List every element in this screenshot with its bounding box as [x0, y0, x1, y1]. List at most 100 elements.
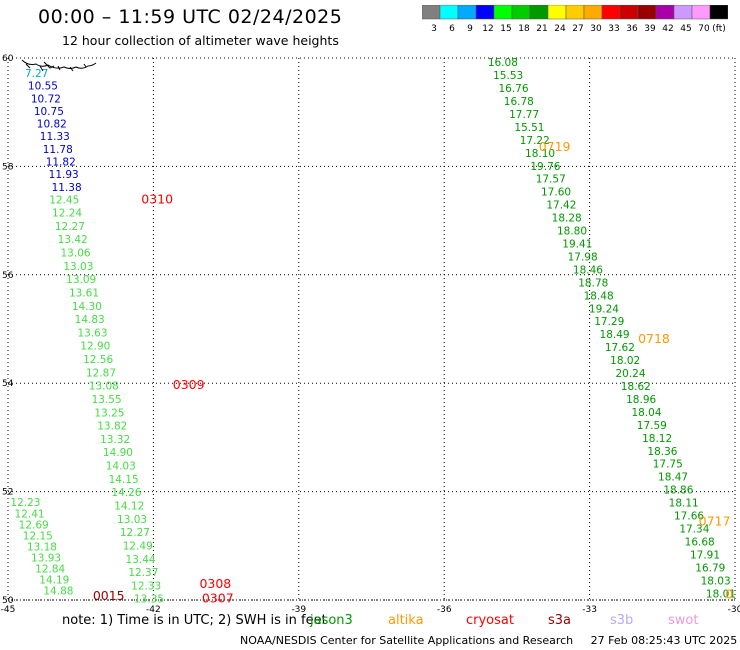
satellite-s3a: s3a [548, 613, 572, 628]
wave-height-value: 18.96 [626, 394, 656, 406]
satellite-cryosat: cryosat [466, 613, 514, 628]
wave-height-value: 13.82 [97, 421, 127, 433]
wave-height-value: 19.41 [562, 239, 592, 251]
time-label: 0310 [141, 191, 173, 206]
wave-height-value: 16.79 [695, 562, 725, 574]
wave-height-value: 18.78 [578, 277, 608, 289]
time-label: 0719 [539, 139, 571, 154]
wave-height-value: 14.30 [72, 301, 102, 313]
wave-height-value: 13.08 [89, 381, 119, 393]
wave-height-value: 18.36 [647, 446, 677, 458]
page-title: 00:00 – 11:59 UTC 02/24/2025 [38, 6, 343, 28]
wave-height-value: 13.63 [77, 327, 107, 339]
lon-tick-label: -39 [291, 605, 306, 615]
footnote: note: 1) Time is in UTC; 2) SWH is in fe… [62, 613, 327, 628]
wave-height-value: 18.80 [557, 226, 587, 238]
time-label: 0308 [199, 576, 231, 591]
wave-height-value: 17.57 [536, 174, 566, 186]
legend-label: 36 [626, 24, 638, 33]
wave-height-value: 11.82 [46, 156, 76, 168]
wave-height-value: 12.27 [120, 527, 150, 539]
wave-height-value: 16.68 [685, 536, 715, 548]
wave-height-value: 10.55 [28, 81, 58, 93]
wave-height-value: 12.33 [131, 580, 161, 592]
wave-height-value: 18.62 [621, 381, 651, 393]
wave-height-value: 12.41 [15, 508, 45, 520]
wave-height-value: 14.12 [114, 501, 144, 513]
page-subtitle: 12 hour collection of altimeter wave hei… [62, 33, 339, 48]
wave-height-value: 18.48 [584, 290, 614, 302]
time-label: 0307 [202, 591, 234, 606]
wave-height-value: 17.34 [679, 524, 709, 536]
legend-label: 70 [698, 24, 710, 33]
wave-height-value: 13.35 [134, 594, 164, 606]
wave-height-value: 10.75 [34, 106, 64, 118]
wave-height-value: 18.12 [642, 433, 672, 445]
wave-height-value: 17.60 [541, 187, 571, 199]
satellite-swot: swot [668, 613, 699, 628]
wave-height-value: 17.75 [653, 459, 683, 471]
wave-height-value: 13.06 [61, 248, 91, 260]
legend-label: 45 [680, 24, 691, 33]
color-legend: 3 6 9 12 15 18 21 24 27 30 33 36 39 42 45 70 (ft) [422, 5, 728, 33]
legend-label: (ft) [712, 24, 726, 33]
coastline [21, 59, 97, 72]
wave-height-value: 12.49 [123, 540, 153, 552]
legend-label: 39 [644, 24, 656, 33]
legend-label: 24 [554, 24, 566, 33]
legend-label: 18 [518, 24, 530, 33]
wave-height-value: 15.51 [514, 122, 544, 134]
wave-height-value: 18.01 [706, 588, 736, 600]
wave-height-value: 14.26 [111, 487, 141, 499]
wave-height-value: 12.69 [19, 519, 49, 531]
wave-height-value: 17.42 [546, 200, 576, 212]
wave-height-value: 17.22 [520, 135, 550, 147]
legend-label: 15 [500, 24, 511, 33]
wave-height-value: 18.11 [669, 498, 699, 510]
wave-height-value: 14.83 [75, 314, 105, 326]
wave-height-value: 12.87 [86, 367, 116, 379]
time-label: 0718 [638, 331, 670, 346]
lat-tick-label: 58 [2, 162, 14, 172]
wave-height-value: 18.47 [658, 472, 688, 484]
wave-height-value: 12.15 [23, 530, 53, 542]
wave-height-value: 13.61 [69, 287, 99, 299]
wave-height-value: 17.62 [605, 342, 635, 354]
wave-height-value: 18.46 [573, 264, 603, 276]
wave-height-value: 18.04 [631, 407, 661, 419]
wave-height-value: 18.02 [610, 355, 640, 367]
time-label: 0309 [173, 377, 205, 392]
wave-height-value: 19.76 [530, 161, 560, 173]
wave-height-value: 12.45 [49, 194, 79, 206]
wave-height-value: 13.32 [100, 434, 130, 446]
wave-height-value: 18.86 [663, 485, 693, 497]
wave-height-value: 13.42 [58, 234, 88, 246]
wave-height-value: 17.66 [674, 511, 704, 523]
lon-tick-label: -33 [582, 605, 597, 615]
wave-height-value: 14.19 [39, 575, 69, 587]
legend-label: 9 [467, 24, 473, 33]
wave-height-value: 12.37 [128, 567, 158, 579]
legend-label: 30 [590, 24, 602, 33]
wave-height-value: 14.03 [106, 461, 136, 473]
wave-height-value: 11.33 [40, 131, 70, 143]
wave-height-value: 11.93 [49, 169, 79, 181]
wave-height-value: 12.84 [35, 563, 65, 575]
wave-height-value: 11.38 [52, 182, 82, 194]
wave-height-value: 17.77 [509, 109, 539, 121]
wave-height-value: 13.93 [31, 552, 61, 564]
wave-height-value: 7.27 [25, 68, 48, 80]
legend-label: 42 [662, 24, 673, 33]
wave-height-value: 14.15 [109, 474, 139, 486]
wave-height-value: 10.72 [31, 93, 61, 105]
wave-height-value: 12.24 [52, 208, 82, 220]
lon-tick-label: -36 [437, 605, 452, 615]
satellite-s3b: s3b [610, 613, 634, 628]
legend-label: 33 [608, 24, 619, 33]
wave-height-value: 13.44 [126, 554, 156, 566]
wave-height-value: 14.90 [103, 447, 133, 459]
time-label: 0 [725, 586, 733, 601]
wave-height-value: 19.24 [589, 303, 619, 315]
wave-height-value: 20.24 [615, 368, 645, 380]
